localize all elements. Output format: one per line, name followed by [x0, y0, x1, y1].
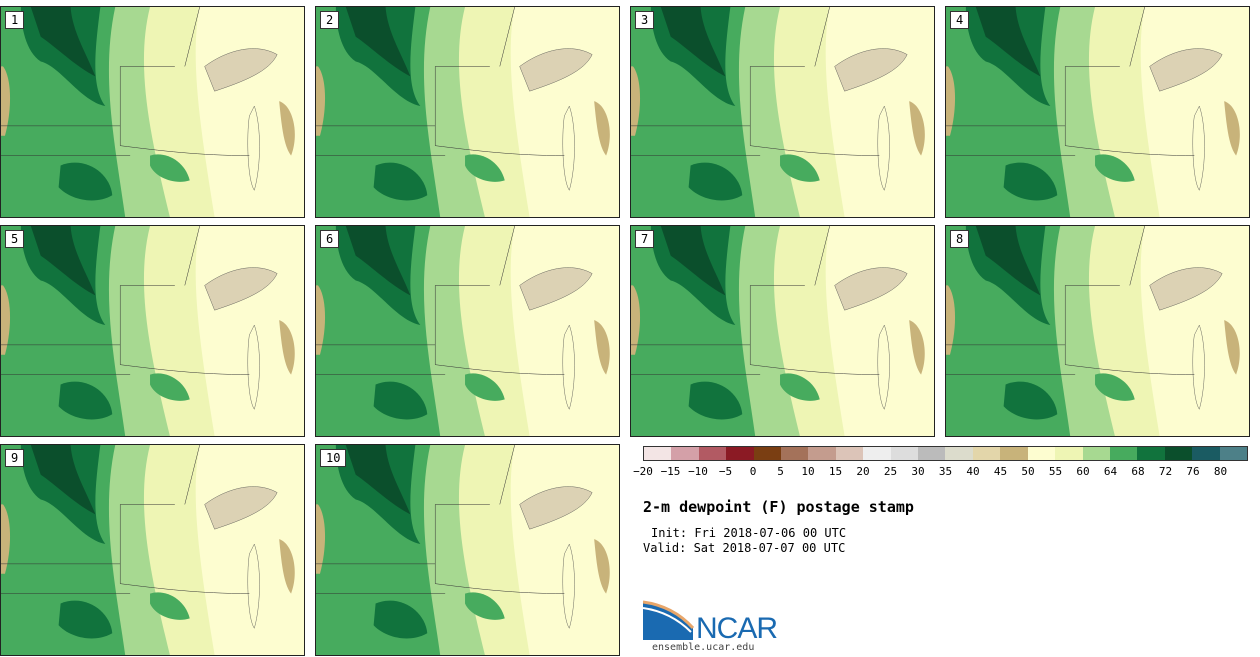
colorbar-bin-16 [1082, 447, 1110, 460]
colorbar-bin-1 [671, 447, 699, 460]
dewpoint-colorbar [643, 446, 1248, 461]
ensemble-member-panel-5: 5 [0, 225, 305, 437]
colorbar-tick-label: −10 [688, 465, 708, 478]
ncar-logo-icon [643, 600, 695, 640]
panel-label: 9 [5, 449, 25, 467]
colorbar-bin-13 [1000, 447, 1028, 460]
colorbar-bin-3 [726, 447, 754, 460]
ensemble-member-panel-1: 1 [0, 6, 305, 218]
colorbar-bin-21 [1219, 447, 1247, 460]
panel-label: 5 [5, 230, 25, 248]
colorbar-bin-20 [1192, 447, 1220, 460]
colorbar-tick-label: 40 [966, 465, 980, 478]
colorbar-bin-0 [644, 447, 672, 460]
dewpoint-map [631, 226, 934, 436]
colorbar-bin-9 [890, 447, 919, 460]
colorbar-tick-label: 55 [1048, 465, 1063, 478]
colorbar-bin-18 [1137, 447, 1165, 460]
colorbar-bin-7 [835, 447, 864, 460]
colorbar-bin-11 [945, 447, 973, 460]
colorbar-tick-label: 60 [1076, 465, 1090, 478]
ensemble-member-panel-4: 4 [945, 6, 1250, 218]
ensemble-url: ensemble.ucar.edu [652, 642, 755, 653]
ensemble-member-panel-6: 6 [315, 225, 620, 437]
colorbar-tick-label: −5 [718, 465, 733, 478]
colorbar-tick-label: 72 [1158, 465, 1173, 478]
colorbar-tick-label: 20 [856, 465, 870, 478]
colorbar-tick-labels: −20 −15 −10 −5 0 5 10 15 20 25 30 35 40 45 50 55 60 64 68 7… [633, 465, 1248, 481]
dewpoint-map [946, 226, 1249, 436]
ensemble-member-panel-2: 2 [315, 6, 620, 218]
colorbar-bin-12 [972, 447, 1001, 460]
dewpoint-map [1, 226, 304, 436]
dewpoint-map [316, 226, 619, 436]
panel-label: 1 [5, 11, 25, 29]
colorbar-tick-label: 15 [828, 465, 843, 478]
dewpoint-map [1, 7, 304, 217]
ensemble-member-panel-3: 3 [630, 6, 935, 218]
colorbar-bin-14 [1027, 447, 1056, 460]
dewpoint-map [316, 7, 619, 217]
panel-label: 7 [635, 230, 655, 248]
panel-label: 4 [950, 11, 970, 29]
colorbar-tick-label: 30 [911, 465, 925, 478]
colorbar-tick-label: 80 [1213, 465, 1228, 478]
colorbar-bin-2 [698, 447, 727, 460]
dewpoint-map [316, 445, 619, 655]
ensemble-member-panel-9: 9 [0, 444, 305, 656]
panel-label: 3 [635, 11, 655, 29]
colorbar-tick-label: 25 [883, 465, 898, 478]
colorbar-bin-4 [753, 447, 782, 460]
colorbar-tick-label: −20 [633, 465, 653, 478]
ensemble-member-panel-10: 10 [315, 444, 620, 656]
ensemble-member-panel-7: 7 [630, 225, 935, 437]
colorbar-tick-label: 76 [1186, 465, 1200, 478]
colorbar-bin-10 [918, 447, 946, 460]
colorbar-tick-label: −15 [660, 465, 681, 478]
colorbar-tick-label: 35 [938, 465, 953, 478]
init-time: Init: Fri 2018-07-06 00 UTC [651, 526, 847, 540]
ncar-logo-text: NCAR [696, 612, 778, 645]
colorbar-bin-5 [781, 447, 809, 460]
colorbar-tick-label: 68 [1131, 465, 1145, 478]
colorbar-tick-label: 50 [1021, 465, 1035, 478]
panel-label: 8 [950, 230, 970, 248]
dewpoint-map [1, 445, 304, 655]
panel-label: 6 [320, 230, 340, 248]
ensemble-member-panel-8: 8 [945, 225, 1250, 437]
colorbar-tick-label: 5 [777, 465, 784, 478]
panel-label: 10 [320, 449, 347, 467]
colorbar-bin-19 [1164, 447, 1193, 460]
colorbar-bin-15 [1055, 447, 1083, 460]
colorbar-tick-label: 10 [801, 465, 815, 478]
dewpoint-map [946, 7, 1249, 217]
colorbar-tick-label: 0 [749, 465, 757, 478]
colorbar-bin-8 [863, 447, 891, 460]
panel-label: 2 [320, 11, 340, 29]
dewpoint-map [631, 7, 934, 217]
colorbar-tick-label: 64 [1103, 465, 1118, 478]
colorbar-bin-17 [1109, 447, 1138, 460]
colorbar-bin-6 [808, 447, 836, 460]
chart-title: 2-m dewpoint (F) postage stamp [643, 498, 914, 516]
colorbar-tick-label: 45 [993, 465, 1008, 478]
valid-time: Valid: Sat 2018-07-07 00 UTC [643, 541, 846, 555]
